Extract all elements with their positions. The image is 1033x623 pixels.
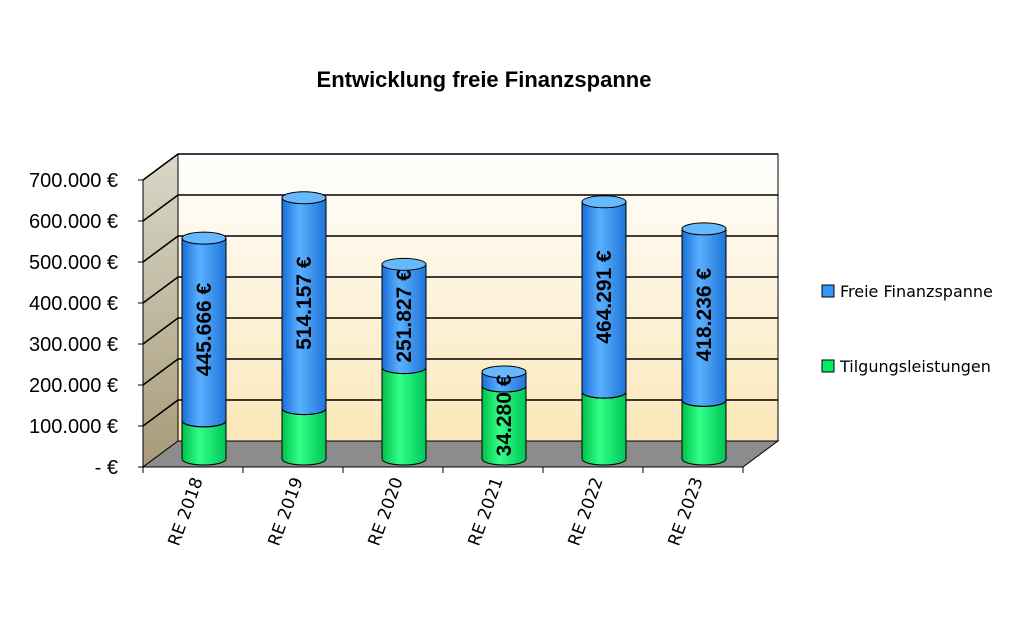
data-label: 34.280 € [493,374,516,456]
bar-tilgungsleistungen [681,399,727,466]
data-label: 445.666 € [193,282,216,376]
bar-group: 418.236 € [681,222,727,466]
bar-segment-edge [581,392,627,399]
data-label: 464.291 € [593,250,616,344]
bar-tilgungsleistungen [381,367,427,466]
bar-tilgungsleistungen [181,420,227,466]
x-axis: RE 2018 RE 2019 RE 2020 RE 2021 RE 2022 RE 20… [142,466,744,549]
y-tick-label: 300.000 € [29,334,118,356]
y-axis: - € 100.000 € 200.000 € 300.000 € 400.000 € 5… [29,170,144,479]
x-tick-label: RE 2021 [465,475,508,549]
bar-group: 445.666 € [181,231,227,466]
x-tick-label: RE 2018 [165,475,208,549]
bar-segment-edge [381,367,427,375]
bar-top [481,365,527,379]
chart-title: Entwicklung freie Finanzspanne [317,67,652,92]
bar-tilgungsleistungen [481,385,527,466]
y-tick-label: - € [95,457,118,479]
x-tick-label: RE 2020 [365,475,408,549]
bar-segment-edge [681,400,727,407]
bar-segment-edge [281,408,327,416]
y-tick-label: 400.000 € [29,293,118,315]
y-tick-label: 700.000 € [29,170,118,192]
x-tick-label: RE 2023 [665,475,708,549]
legend-swatch [821,359,835,373]
gridline [142,317,778,345]
bar-segment-edge [481,385,527,393]
gridline [142,358,778,386]
x-tick-label: RE 2019 [265,475,308,549]
gridline [142,399,778,427]
bar-top [281,191,327,205]
y-tick-label: 100.000 € [29,416,118,438]
legend-label: Freie Finanzspanne [840,282,993,301]
gridline [142,235,778,263]
bar-tilgungsleistungen [581,391,627,466]
bar-top [581,195,627,209]
data-label: 251.827 € [393,269,416,363]
bar-top [181,231,227,245]
data-label: 514.157 € [293,256,316,350]
legend-label: Tilgungsleistungen [839,357,991,376]
legend-swatch [821,284,835,298]
bar-segment-edge [181,420,227,428]
x-tick-label: RE 2022 [565,475,608,549]
gridline [142,153,778,181]
bar-group: 514.157 € [281,191,327,466]
y-tick-label: 600.000 € [29,211,118,233]
gridline [142,276,778,304]
y-tick-label: 500.000 € [29,252,118,274]
bar-top [381,257,427,271]
side-wall [142,153,179,468]
bar-tilgungsleistungen [281,408,327,466]
bar-group: 464.291 € [581,195,627,466]
bar-top [681,222,727,236]
bars: 445.666 € 514.157 € 251.827 € 34.280 € 464.2… [181,191,727,466]
y-tick-label: 200.000 € [29,375,118,397]
gridline [142,194,778,222]
legend: Freie Finanzspanne Tilgungsleistungen [821,282,993,376]
bar-group: 251.827 € [381,257,427,466]
data-label: 418.236 € [693,268,716,362]
gridlines [142,153,778,427]
bar-group: 34.280 € [481,365,527,466]
